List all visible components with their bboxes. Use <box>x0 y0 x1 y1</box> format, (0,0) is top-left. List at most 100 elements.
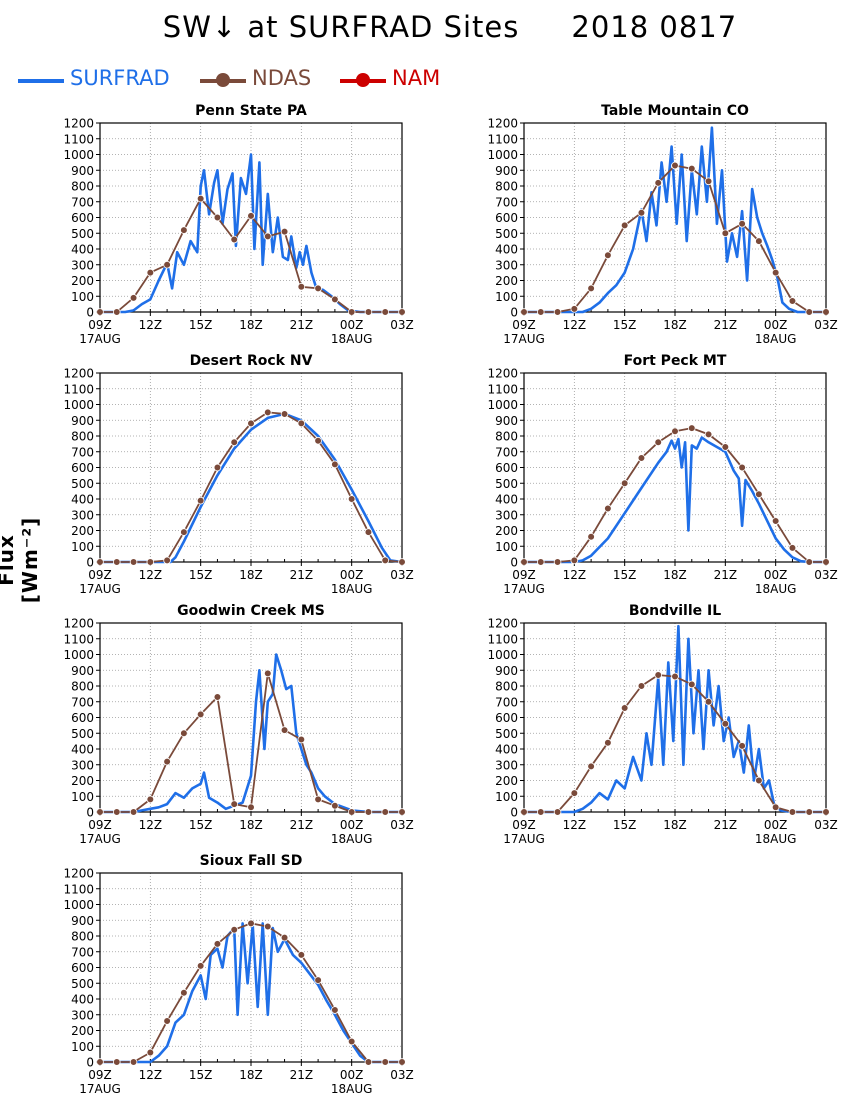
data-point-ndas <box>637 454 646 462</box>
y-tick-label: 300 <box>71 508 94 522</box>
data-point-ndas <box>620 221 629 230</box>
x-tick-label: 03Z <box>390 818 414 832</box>
y-tick-label: 100 <box>495 290 518 304</box>
y-tick-label: 0 <box>86 306 94 320</box>
y-tick-label: 1200 <box>487 617 518 631</box>
x-tick-label: 21Z <box>714 568 738 582</box>
y-tick-label: 1100 <box>487 632 518 646</box>
y-tick-label: 1200 <box>63 867 94 881</box>
y-tick-label: 1200 <box>63 367 94 381</box>
title-variable: SW↓ at SURFRAD Sites <box>162 10 520 44</box>
y-tick-label: 700 <box>71 195 94 209</box>
grid <box>100 373 402 562</box>
y-tick-label: 0 <box>510 306 518 320</box>
x-tick-label: 12Z <box>563 568 587 582</box>
data-point-ndas <box>230 438 239 447</box>
x-tick-label: 03Z <box>814 568 838 582</box>
y-tick-label: 1000 <box>487 648 518 662</box>
y-tick-label: 1100 <box>63 132 94 146</box>
data-point-ndas <box>604 504 612 513</box>
y-tick-label: 700 <box>71 445 94 459</box>
y-tick-label: 500 <box>71 227 94 241</box>
x-tick-label: 03Z <box>814 318 838 332</box>
data-point-ndas <box>347 308 356 316</box>
y-tick-label: 1200 <box>487 117 518 131</box>
y-tick-label: 600 <box>495 211 518 225</box>
y-tick-label: 900 <box>495 164 518 178</box>
x-tick-label: 15Z <box>189 1068 213 1082</box>
data-point-ndas <box>163 260 171 269</box>
y-tick-label: 500 <box>495 227 518 241</box>
x-tick-label: 09Z <box>88 818 112 832</box>
data-point-ndas <box>247 212 255 220</box>
data-point-ndas <box>520 808 528 816</box>
x-tick-label: 12Z <box>563 318 587 332</box>
data-point-ndas <box>755 490 763 499</box>
data-point-ndas <box>280 933 289 942</box>
data-point-ndas <box>180 729 188 738</box>
data-point-ndas <box>129 294 138 302</box>
x-tick-label: 21Z <box>290 318 314 332</box>
data-point-ndas <box>263 669 272 678</box>
data-point-ndas <box>771 268 780 277</box>
y-tick-label: 300 <box>495 258 518 272</box>
y-tick-label: 1200 <box>63 117 94 131</box>
grid <box>524 373 826 562</box>
x-tick-label: 00Z <box>764 568 788 582</box>
title-date: 2018 0817 <box>571 10 738 44</box>
panel-title: Sioux Fall SD <box>200 853 303 869</box>
y-tick-label: 700 <box>495 445 518 459</box>
data-point-ndas <box>112 308 121 316</box>
y-tick-label: 500 <box>495 477 518 491</box>
data-point-ndas <box>364 528 373 536</box>
y-tick-label: 500 <box>495 727 518 741</box>
data-point-ndas <box>247 803 255 812</box>
data-point-ndas <box>520 558 528 566</box>
y-tick-label: 200 <box>71 1024 94 1038</box>
legend-label-ndas: NDAS <box>252 66 312 90</box>
data-point-ndas <box>297 951 306 959</box>
x-tick-label: 18Z <box>239 568 263 582</box>
data-point-ndas <box>755 237 763 245</box>
y-tick-label: 700 <box>71 945 94 959</box>
data-point-ndas <box>738 463 746 472</box>
data-point-ndas <box>247 919 255 928</box>
data-point-ndas <box>314 795 322 804</box>
y-tick-label: 800 <box>71 680 94 694</box>
y-tick-label: 1000 <box>63 648 94 662</box>
data-point-ndas <box>314 976 322 984</box>
y-tick-label: 300 <box>495 508 518 522</box>
data-point-ndas <box>247 419 255 428</box>
x-tick-label: 21Z <box>714 318 738 332</box>
y-tick-label: 900 <box>71 164 94 178</box>
data-point-ndas <box>314 284 322 293</box>
y-tick-label: 100 <box>71 1040 94 1054</box>
series-line-surfrad <box>100 412 403 564</box>
data-point-ndas <box>721 720 730 728</box>
data-point-ndas <box>129 808 138 816</box>
legend-marker-nam <box>356 73 370 87</box>
y-tick-label: 400 <box>71 243 94 257</box>
x-date-label: 17AUG <box>503 832 545 846</box>
x-tick-label: 12Z <box>139 568 163 582</box>
x-tick-label: 15Z <box>189 568 213 582</box>
x-tick-label: 00Z <box>340 568 364 582</box>
x-date-label: 18AUG <box>331 582 373 596</box>
data-point-ndas <box>180 226 188 234</box>
data-point-ndas <box>146 795 155 804</box>
x-tick-label: 12Z <box>139 818 163 832</box>
data-point-ndas <box>129 558 138 566</box>
panel-bondville: Bondville IL0100200300400500600700800900… <box>487 603 837 846</box>
data-point-ndas <box>96 308 104 316</box>
data-point-ndas <box>671 427 679 436</box>
x-date-label: 18AUG <box>331 332 373 346</box>
series-line-surfrad <box>100 653 402 814</box>
x-tick-label: 03Z <box>390 318 414 332</box>
data-point-ndas <box>704 430 713 439</box>
data-point-ndas <box>704 697 713 706</box>
data-point-ndas <box>536 808 545 816</box>
data-point-ndas <box>671 161 679 170</box>
y-tick-label: 600 <box>71 961 94 975</box>
x-tick-label: 15Z <box>189 818 213 832</box>
